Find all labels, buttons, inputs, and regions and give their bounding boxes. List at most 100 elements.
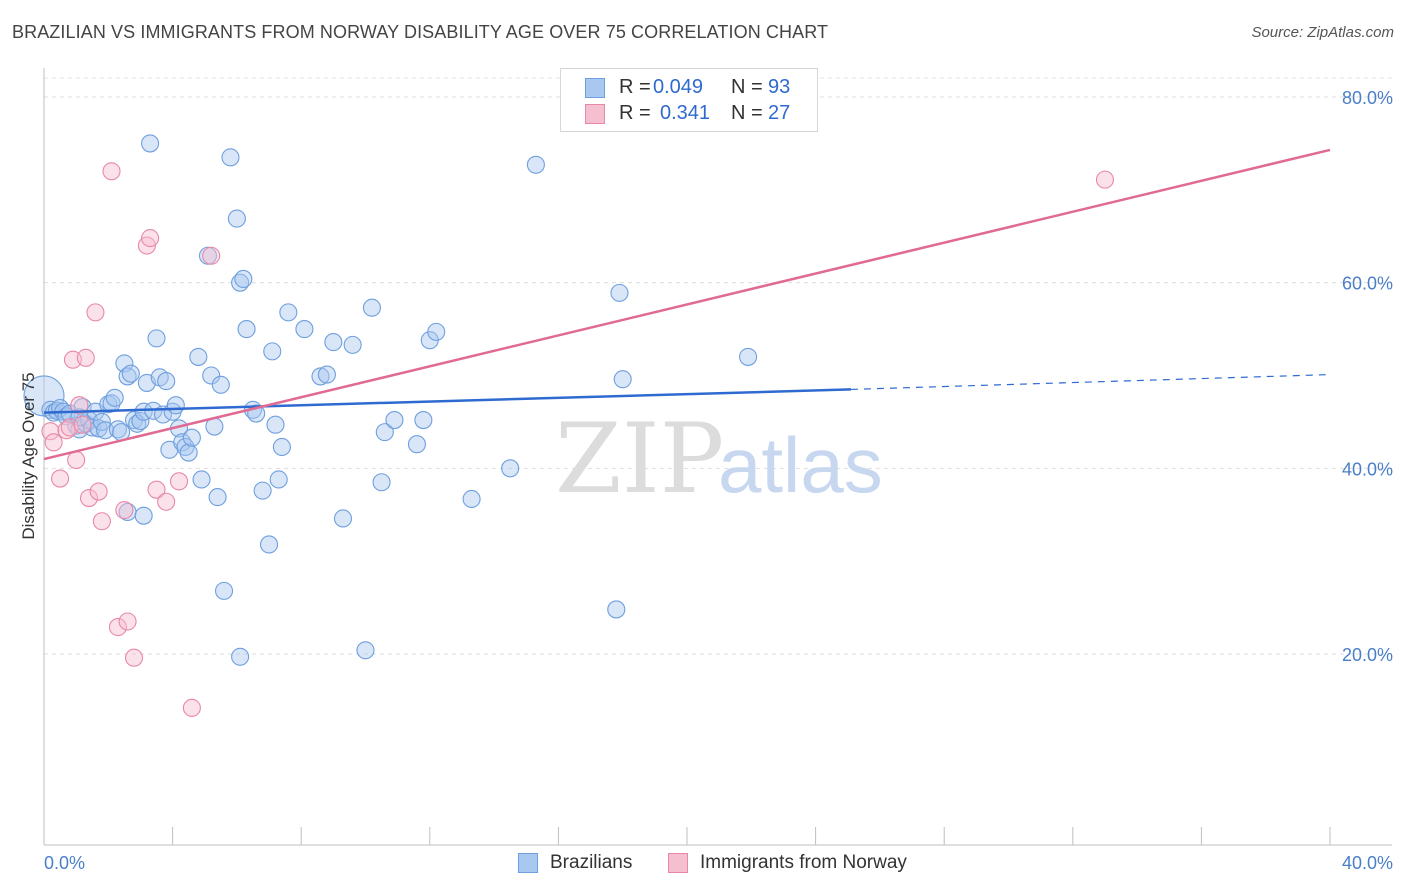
data-point — [237, 320, 256, 339]
tick-labels: 20.0% 40.0% 60.0% 80.0% 0.0% 40.0% — [44, 88, 1393, 873]
data-point — [169, 472, 189, 491]
data-point — [414, 411, 433, 430]
series-brazilians-points — [23, 134, 758, 666]
data-point — [124, 648, 144, 667]
data-point — [324, 333, 343, 352]
data-point — [385, 411, 404, 430]
gridlines — [44, 77, 1392, 655]
n-label: N = — [731, 76, 763, 98]
data-point — [202, 246, 221, 265]
data-point — [526, 155, 545, 174]
data-point — [462, 489, 481, 509]
data-point — [269, 470, 288, 489]
data-point — [121, 364, 140, 383]
data-point — [208, 488, 227, 507]
n-label: N = — [731, 102, 763, 124]
data-point — [202, 366, 221, 385]
data-point — [176, 437, 195, 457]
data-point — [739, 347, 758, 366]
legend-swatch-pink — [585, 104, 605, 124]
data-point — [211, 375, 230, 394]
data-point — [166, 396, 185, 415]
data-point — [234, 269, 253, 289]
data-point — [192, 470, 211, 489]
data-point — [51, 469, 70, 488]
data-point — [214, 581, 234, 600]
series-norway-points — [41, 162, 1114, 717]
n-value: 93 — [768, 76, 791, 98]
data-point — [118, 367, 137, 386]
data-point — [259, 535, 279, 554]
legend-label: Immigrants from Norway — [700, 852, 907, 873]
axes — [43, 68, 1392, 846]
trend-line-brazilians — [43, 388, 852, 414]
data-point — [134, 402, 153, 421]
stats-legend: R = 0.049 N = 93 R = 0.341 N = 27 — [560, 68, 818, 132]
data-point — [105, 388, 124, 407]
data-point — [227, 209, 246, 228]
data-point — [231, 647, 250, 666]
data-point — [356, 641, 375, 660]
data-point — [44, 433, 63, 452]
trend-lines — [43, 148, 1331, 461]
data-point — [57, 421, 76, 440]
r-value: 0.049 — [653, 76, 704, 98]
data-point — [221, 148, 240, 167]
n-value: 27 — [768, 102, 791, 124]
source-credit: Source: ZipAtlas.com — [1251, 24, 1394, 41]
data-point — [407, 435, 426, 454]
data-point — [279, 303, 298, 322]
data-point — [102, 162, 121, 181]
y-tick-label: 20.0% — [1342, 645, 1393, 665]
data-point — [141, 134, 160, 153]
data-point — [333, 509, 353, 528]
data-point — [362, 298, 381, 317]
data-point — [108, 618, 127, 637]
trend-line-brazilians-extension — [850, 373, 1331, 391]
legend-label: Brazilians — [550, 852, 633, 873]
data-point — [317, 365, 336, 384]
y-tick-label: 60.0% — [1342, 274, 1393, 294]
data-point — [182, 698, 201, 717]
data-point — [70, 396, 89, 415]
data-point — [372, 473, 391, 492]
data-point — [141, 229, 160, 248]
data-point — [76, 348, 95, 367]
r-value: 0.341 — [660, 102, 711, 124]
watermark: ZIP atlas — [555, 403, 883, 515]
data-point — [613, 370, 632, 389]
data-point — [108, 420, 127, 439]
data-point — [375, 423, 394, 442]
legend-swatch-pink — [668, 853, 688, 873]
data-point — [41, 422, 60, 441]
chart-title: BRAZILIAN VS IMMIGRANTS FROM NORWAY DISA… — [12, 22, 829, 42]
r-label: R = — [619, 102, 651, 124]
data-point — [272, 437, 291, 457]
data-point — [182, 428, 201, 447]
legend-swatch-blue — [518, 853, 538, 873]
data-point — [73, 415, 92, 434]
trend-line-norway — [43, 148, 1331, 461]
data-point — [92, 512, 111, 531]
watermark-zip: ZIP — [555, 403, 724, 515]
data-point — [295, 320, 314, 339]
data-point — [189, 347, 208, 366]
x-tick-label: 40.0% — [1342, 853, 1393, 873]
data-point — [253, 481, 272, 500]
data-point — [157, 492, 176, 511]
y-tick-label: 80.0% — [1342, 88, 1393, 108]
data-point — [427, 322, 446, 341]
y-tick-label: 40.0% — [1342, 459, 1393, 479]
data-point — [79, 488, 99, 508]
data-point — [157, 372, 176, 391]
data-point — [266, 415, 285, 434]
data-point — [147, 480, 166, 499]
watermark-atlas: atlas — [718, 421, 883, 509]
data-point — [610, 283, 629, 302]
data-point — [147, 329, 166, 348]
data-point — [607, 600, 626, 619]
data-point — [1095, 170, 1114, 189]
data-point — [115, 501, 134, 520]
data-point — [501, 459, 520, 478]
